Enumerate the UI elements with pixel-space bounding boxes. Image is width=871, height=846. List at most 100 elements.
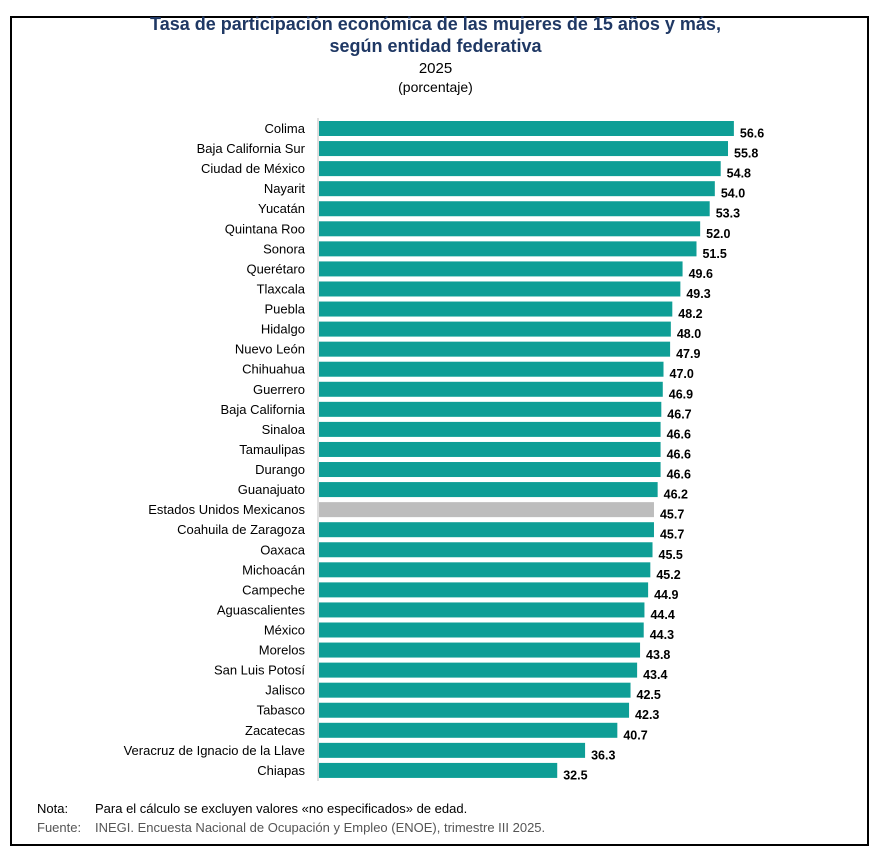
category-label: Yucatán bbox=[258, 201, 305, 216]
bar bbox=[319, 301, 673, 317]
bar bbox=[319, 522, 654, 538]
chart-unit: (porcentaje) bbox=[398, 79, 473, 95]
category-label: Durango bbox=[255, 462, 305, 477]
bar bbox=[319, 341, 671, 357]
value-label: 43.4 bbox=[643, 668, 667, 682]
category-label: Querétaro bbox=[246, 261, 305, 276]
value-label: 42.3 bbox=[635, 708, 659, 722]
bar bbox=[319, 261, 683, 277]
bar bbox=[319, 722, 618, 738]
bar bbox=[319, 622, 644, 638]
bar bbox=[319, 221, 701, 237]
bar bbox=[319, 602, 645, 618]
value-label: 46.6 bbox=[667, 468, 691, 482]
category-label: Hidalgo bbox=[261, 322, 305, 337]
category-label: Oaxaca bbox=[260, 542, 306, 557]
value-label: 47.9 bbox=[676, 347, 700, 361]
value-label: 53.3 bbox=[716, 207, 740, 221]
category-label: Morelos bbox=[259, 643, 306, 658]
note-label: Nota: bbox=[37, 801, 69, 816]
category-label: Aguascalientes bbox=[217, 602, 306, 617]
category-label: Colima bbox=[265, 121, 306, 136]
category-label: Estados Unidos Mexicanos bbox=[148, 502, 305, 517]
value-label: 54.0 bbox=[721, 187, 745, 201]
value-label: 56.6 bbox=[740, 127, 764, 141]
value-label: 51.5 bbox=[702, 247, 726, 261]
category-label: Nuevo León bbox=[235, 342, 305, 357]
category-label: Veracruz de Ignacio de la Llave bbox=[124, 743, 305, 758]
value-label: 44.9 bbox=[654, 588, 678, 602]
bar bbox=[319, 141, 729, 157]
value-label: 44.3 bbox=[650, 628, 674, 642]
category-label: Puebla bbox=[265, 302, 306, 317]
value-label: 40.7 bbox=[623, 728, 647, 742]
bar bbox=[319, 421, 661, 437]
chart-subtitle: 2025 bbox=[418, 60, 453, 77]
category-label: Jalisco bbox=[265, 683, 305, 698]
category-label: Coahuila de Zaragoza bbox=[177, 522, 306, 537]
category-label: Zacatecas bbox=[245, 723, 305, 738]
bar bbox=[319, 181, 715, 197]
value-label: 49.6 bbox=[689, 267, 713, 281]
bar bbox=[319, 201, 710, 217]
category-label: Baja California bbox=[220, 402, 305, 417]
bar bbox=[319, 562, 651, 578]
value-label: 36.3 bbox=[591, 748, 615, 762]
value-label: 48.0 bbox=[677, 327, 701, 341]
bar bbox=[319, 582, 649, 598]
bar-chart: Colima 56.6 Baja California Sur 55.8 Ciudad … bbox=[124, 118, 764, 782]
category-label: Nayarit bbox=[264, 181, 306, 196]
category-label: Baja California Sur bbox=[197, 141, 306, 156]
bar bbox=[319, 381, 663, 397]
bar bbox=[319, 502, 654, 518]
value-label: 43.8 bbox=[646, 648, 670, 662]
category-label: Campeche bbox=[242, 582, 305, 597]
bar bbox=[319, 642, 641, 658]
category-label: Tamaulipas bbox=[239, 442, 305, 457]
bar bbox=[319, 702, 630, 718]
value-label: 44.4 bbox=[650, 608, 674, 622]
category-label: Michoacán bbox=[242, 562, 305, 577]
value-label: 46.6 bbox=[667, 447, 691, 461]
value-label: 45.7 bbox=[660, 528, 684, 542]
category-label: Ciudad de México bbox=[201, 161, 305, 176]
bar bbox=[319, 161, 721, 177]
bar bbox=[319, 762, 558, 778]
chart-title-line2: según entidad federativa bbox=[329, 36, 542, 56]
value-label: 46.7 bbox=[667, 407, 691, 421]
value-label: 32.5 bbox=[563, 768, 587, 782]
bar bbox=[319, 482, 658, 498]
category-label: México bbox=[264, 623, 305, 638]
category-label: Guanajuato bbox=[238, 482, 305, 497]
bar bbox=[319, 682, 631, 698]
note-text: Para el cálculo se excluyen valores «no … bbox=[95, 801, 468, 816]
category-label: Sinaloa bbox=[262, 422, 306, 437]
value-label: 52.0 bbox=[706, 227, 730, 241]
bar bbox=[319, 742, 586, 758]
bar bbox=[319, 321, 671, 337]
value-label: 42.5 bbox=[637, 688, 661, 702]
bar bbox=[319, 662, 638, 678]
bar bbox=[319, 281, 681, 297]
bar bbox=[319, 401, 662, 417]
category-label: Tabasco bbox=[257, 703, 305, 718]
source-text: INEGI. Encuesta Nacional de Ocupación y … bbox=[95, 820, 546, 835]
value-label: 55.8 bbox=[734, 147, 758, 161]
value-label: 48.2 bbox=[678, 307, 702, 321]
footer-source: Fuente: INEGI. Encuesta Nacional de Ocupa… bbox=[37, 820, 545, 835]
category-label: Guerrero bbox=[253, 382, 305, 397]
value-label: 49.3 bbox=[686, 287, 710, 301]
value-label: 47.0 bbox=[670, 367, 694, 381]
value-label: 46.6 bbox=[667, 427, 691, 441]
value-label: 45.5 bbox=[659, 548, 683, 562]
category-label: Sonora bbox=[263, 241, 306, 256]
category-label: Tlaxcala bbox=[257, 281, 306, 296]
value-label: 45.2 bbox=[656, 568, 680, 582]
category-label: Chiapas bbox=[257, 763, 305, 778]
value-label: 54.8 bbox=[727, 167, 751, 181]
category-label: Chihuahua bbox=[242, 362, 306, 377]
bar bbox=[319, 121, 734, 136]
bar bbox=[319, 241, 697, 257]
bar bbox=[319, 462, 661, 478]
bar bbox=[319, 441, 661, 457]
